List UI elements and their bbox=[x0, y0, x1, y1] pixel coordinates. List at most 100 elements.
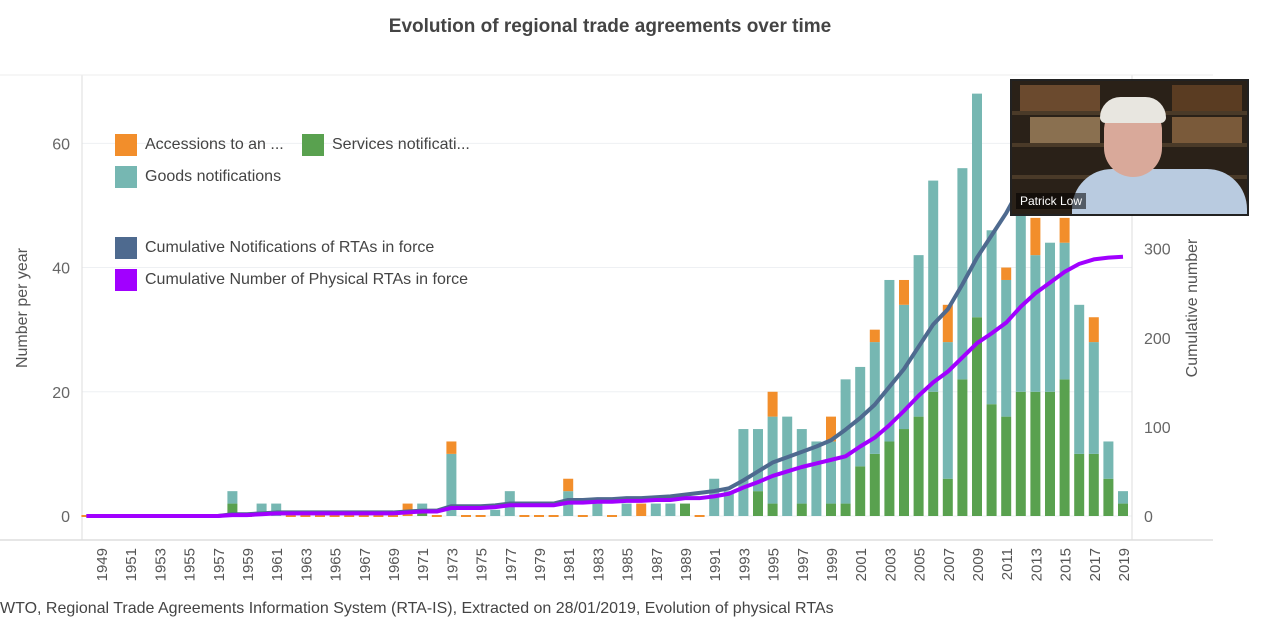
bar-goods bbox=[811, 441, 822, 516]
x-tick-label: 1973 bbox=[444, 548, 461, 581]
y2-tick-label: 300 bbox=[1144, 242, 1171, 259]
bar-zero-marker bbox=[534, 515, 544, 517]
bar-accessions bbox=[563, 478, 574, 492]
bar-zero-marker bbox=[315, 515, 325, 517]
bar-accessions bbox=[767, 391, 778, 417]
legend-swatch bbox=[115, 134, 137, 156]
x-tick-label: 1959 bbox=[240, 548, 257, 581]
x-tick-label: 1971 bbox=[415, 548, 432, 581]
y2-tick-label: 0 bbox=[1144, 509, 1153, 526]
bar-goods bbox=[957, 168, 968, 380]
bar-goods bbox=[972, 93, 982, 318]
bar-accessions bbox=[899, 279, 909, 305]
x-tick-label: 1967 bbox=[357, 548, 374, 581]
bar-goods bbox=[1015, 205, 1026, 392]
bar-services bbox=[1059, 379, 1070, 516]
video-overlay[interactable]: Patrick Low bbox=[1010, 79, 1249, 216]
bar-services bbox=[1045, 391, 1055, 516]
bar-goods bbox=[1045, 242, 1055, 392]
bar-zero-marker bbox=[373, 515, 384, 517]
line-cumulative-notifications bbox=[86, 93, 1124, 518]
bar-goods bbox=[942, 342, 953, 479]
bar-services bbox=[1030, 391, 1041, 516]
x-tick-label: 2015 bbox=[1058, 548, 1075, 581]
x-tick-label: 1995 bbox=[766, 548, 783, 581]
bar-goods bbox=[592, 503, 603, 516]
bar-services bbox=[1118, 503, 1128, 516]
bar-services bbox=[1088, 453, 1099, 516]
y2-tick-label: 200 bbox=[1144, 331, 1171, 348]
bar-accessions bbox=[446, 441, 457, 454]
bar-services bbox=[753, 491, 763, 516]
bar-accessions bbox=[1059, 217, 1070, 243]
x-tick-label: 1991 bbox=[707, 548, 724, 581]
bar-goods bbox=[986, 230, 997, 405]
x-tick-label: 1965 bbox=[328, 548, 345, 581]
x-tick-label: 2007 bbox=[941, 548, 958, 581]
bar-goods bbox=[1074, 304, 1085, 454]
bar-services bbox=[928, 391, 939, 516]
bar-services bbox=[1001, 416, 1012, 516]
bar-services bbox=[227, 503, 238, 516]
legend-cumulative-notifications[interactable]: Cumulative Notifications of RTAs in forc… bbox=[115, 237, 434, 259]
bar-goods bbox=[723, 491, 734, 516]
x-tick-label: 1981 bbox=[561, 548, 578, 581]
bar-zero-marker bbox=[388, 515, 398, 517]
chart-title: Evolution of regional trade agreements o… bbox=[388, 16, 832, 37]
bar-goods bbox=[490, 509, 501, 516]
bar-goods bbox=[840, 379, 851, 504]
bar-services bbox=[869, 453, 880, 516]
bar-services bbox=[767, 503, 778, 516]
y-axis-title: Number per year bbox=[14, 247, 31, 368]
bar-goods bbox=[1103, 441, 1114, 479]
bar-services bbox=[1074, 453, 1085, 516]
legend-cumulative-physical[interactable]: Cumulative Number of Physical RTAs in fo… bbox=[115, 269, 468, 291]
bar-goods bbox=[227, 491, 238, 504]
bar-accessions bbox=[636, 503, 647, 516]
bar-zero-marker bbox=[475, 515, 486, 517]
x-tick-label: 1983 bbox=[590, 548, 607, 581]
legend-services[interactable]: Services notificati... bbox=[302, 134, 470, 156]
legend-swatch bbox=[115, 166, 137, 188]
x-tick-label: 1961 bbox=[269, 548, 286, 581]
x-tick-label: 1979 bbox=[532, 548, 549, 581]
bar-goods bbox=[1059, 242, 1070, 380]
x-tick-label: 1951 bbox=[123, 548, 140, 581]
bar-services bbox=[899, 429, 909, 516]
bar-goods bbox=[446, 453, 457, 516]
x-tick-label: 2019 bbox=[1116, 548, 1133, 581]
x-tick-label: 1997 bbox=[795, 548, 812, 581]
legend-accessions[interactable]: Accessions to an ... bbox=[115, 134, 284, 156]
y-tick-label: 20 bbox=[52, 385, 70, 402]
bar-services bbox=[826, 503, 836, 516]
bar-goods bbox=[665, 503, 676, 516]
bar-services bbox=[913, 416, 924, 516]
y-tick-label: 40 bbox=[52, 261, 70, 278]
x-tick-label: 2013 bbox=[1028, 548, 1045, 581]
bar-zero-marker bbox=[577, 515, 588, 517]
x-tick-label: 1953 bbox=[152, 548, 169, 581]
x-tick-label: 1987 bbox=[649, 548, 666, 581]
bar-goods bbox=[913, 255, 924, 417]
bar-services bbox=[1015, 391, 1026, 516]
bar-goods bbox=[826, 441, 836, 504]
x-tick-label: 2003 bbox=[882, 548, 899, 581]
legend-swatch bbox=[302, 134, 324, 156]
bar-goods bbox=[884, 279, 895, 442]
legend-label: Cumulative Notifications of RTAs in forc… bbox=[145, 239, 435, 256]
x-tick-label: 1977 bbox=[503, 548, 520, 581]
legend-goods[interactable]: Goods notifications bbox=[115, 166, 281, 188]
bar-zero-marker bbox=[329, 515, 340, 517]
bar-goods bbox=[417, 503, 428, 510]
x-tick-label: 1975 bbox=[474, 548, 491, 581]
bar-goods bbox=[256, 503, 267, 516]
bar-goods bbox=[1001, 279, 1012, 417]
bar-goods bbox=[753, 429, 763, 492]
x-tick-label: 1993 bbox=[736, 548, 753, 581]
bar-goods bbox=[621, 503, 632, 516]
line-cumulative-physical bbox=[86, 254, 1124, 518]
x-tick-label: 2011 bbox=[999, 548, 1016, 580]
bar-accessions bbox=[1030, 217, 1041, 256]
bar-services bbox=[884, 441, 895, 516]
x-tick-label: 1955 bbox=[182, 548, 199, 581]
